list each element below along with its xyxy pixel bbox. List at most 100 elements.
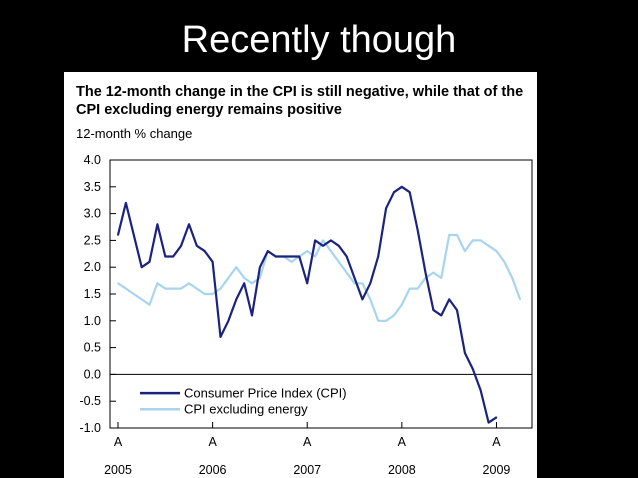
data-point	[464, 352, 466, 354]
data-point	[180, 244, 182, 247]
y-tick-label: -1.0	[79, 421, 101, 435]
data-point	[385, 207, 387, 210]
data-point	[314, 255, 316, 258]
y-axis-label: 12-month % change	[76, 126, 193, 141]
data-point	[337, 244, 340, 247]
y-tick-label: 0.0	[84, 367, 101, 381]
data-point	[140, 298, 143, 301]
slide-title: Recently though	[181, 19, 457, 61]
data-point	[337, 261, 340, 263]
data-point	[416, 287, 419, 290]
data-point	[440, 314, 443, 317]
x-month-label: A	[398, 435, 407, 449]
data-point	[117, 234, 119, 236]
data-point	[503, 261, 506, 263]
data-point	[385, 320, 387, 322]
x-month-label: A	[492, 435, 501, 449]
data-point	[432, 309, 435, 311]
data-point	[282, 255, 285, 258]
series-line-1	[117, 233, 522, 322]
data-point	[306, 250, 309, 252]
data-point	[487, 421, 490, 424]
x-year-label: 2006	[199, 463, 227, 477]
data-point	[156, 282, 159, 285]
data-point	[274, 255, 277, 258]
data-point	[440, 277, 443, 279]
data-point	[172, 287, 174, 290]
data-point	[472, 368, 474, 370]
data-point	[164, 287, 167, 290]
data-point	[172, 255, 174, 258]
data-point	[322, 244, 324, 247]
data-point	[519, 298, 521, 301]
y-tick-label: -0.5	[79, 394, 101, 408]
data-point	[227, 320, 230, 322]
data-point	[495, 250, 498, 252]
x-month-label: A	[303, 435, 312, 449]
data-point	[369, 282, 372, 285]
data-point	[377, 320, 379, 322]
data-point	[259, 266, 261, 268]
data-point	[330, 239, 332, 242]
data-point	[196, 287, 198, 290]
data-point	[188, 223, 190, 226]
data-point	[487, 244, 490, 247]
data-point	[235, 298, 238, 301]
data-point	[211, 293, 214, 295]
data-point	[164, 255, 167, 258]
data-point	[401, 186, 403, 188]
data-point	[211, 261, 214, 263]
x-year-label: 2005	[104, 463, 132, 477]
data-point	[290, 255, 293, 258]
data-point	[219, 336, 222, 338]
chart-title: The 12-month change in the CPI is still …	[76, 84, 524, 118]
legend-label: CPI excluding energy	[184, 402, 308, 417]
x-month-label: A	[208, 435, 217, 449]
data-point	[464, 250, 466, 252]
data-point	[495, 416, 498, 419]
data-point	[472, 239, 474, 242]
data-point	[314, 239, 316, 242]
data-point	[353, 277, 356, 279]
data-point	[393, 191, 395, 193]
chart-panel: The 12-month change in the CPI is still …	[64, 72, 537, 478]
y-tick-label: 3.5	[84, 180, 101, 194]
data-point	[377, 255, 379, 258]
data-point	[251, 282, 253, 285]
data-point	[251, 314, 253, 317]
data-point	[448, 234, 450, 236]
data-point	[188, 282, 190, 285]
data-point	[432, 271, 435, 274]
data-point	[125, 287, 127, 290]
data-point	[511, 277, 514, 279]
data-point	[322, 239, 324, 242]
data-point	[401, 303, 403, 306]
data-point	[408, 191, 411, 193]
y-tick-label: 2.5	[84, 233, 101, 247]
data-point	[306, 282, 309, 285]
data-point	[203, 250, 206, 252]
data-point	[416, 228, 419, 231]
data-point	[290, 261, 293, 263]
y-tick-label: 4.0	[84, 153, 101, 167]
data-point	[203, 293, 206, 295]
y-tick-label: 1.5	[84, 287, 101, 301]
data-point	[345, 271, 348, 274]
data-point	[227, 277, 230, 279]
y-tick-label: 2.0	[84, 260, 101, 274]
x-month-label: A	[114, 435, 123, 449]
data-point	[148, 303, 151, 306]
data-point	[180, 287, 182, 290]
data-point	[456, 234, 458, 236]
data-point	[125, 202, 127, 204]
data-point	[132, 234, 135, 236]
x-year-label: 2008	[388, 463, 416, 477]
data-point	[132, 293, 135, 295]
line-chart: 4.0 3.5 3.0 2.5 2.0 1.5 1.0 0.5 0.0 -0.5 -1.0 A A A A A…	[79, 153, 533, 477]
data-point	[267, 250, 269, 252]
data-point	[140, 266, 143, 268]
data-point	[424, 271, 427, 274]
x-year-label: 2009	[483, 463, 511, 477]
data-point	[330, 250, 332, 252]
data-point	[298, 255, 301, 258]
